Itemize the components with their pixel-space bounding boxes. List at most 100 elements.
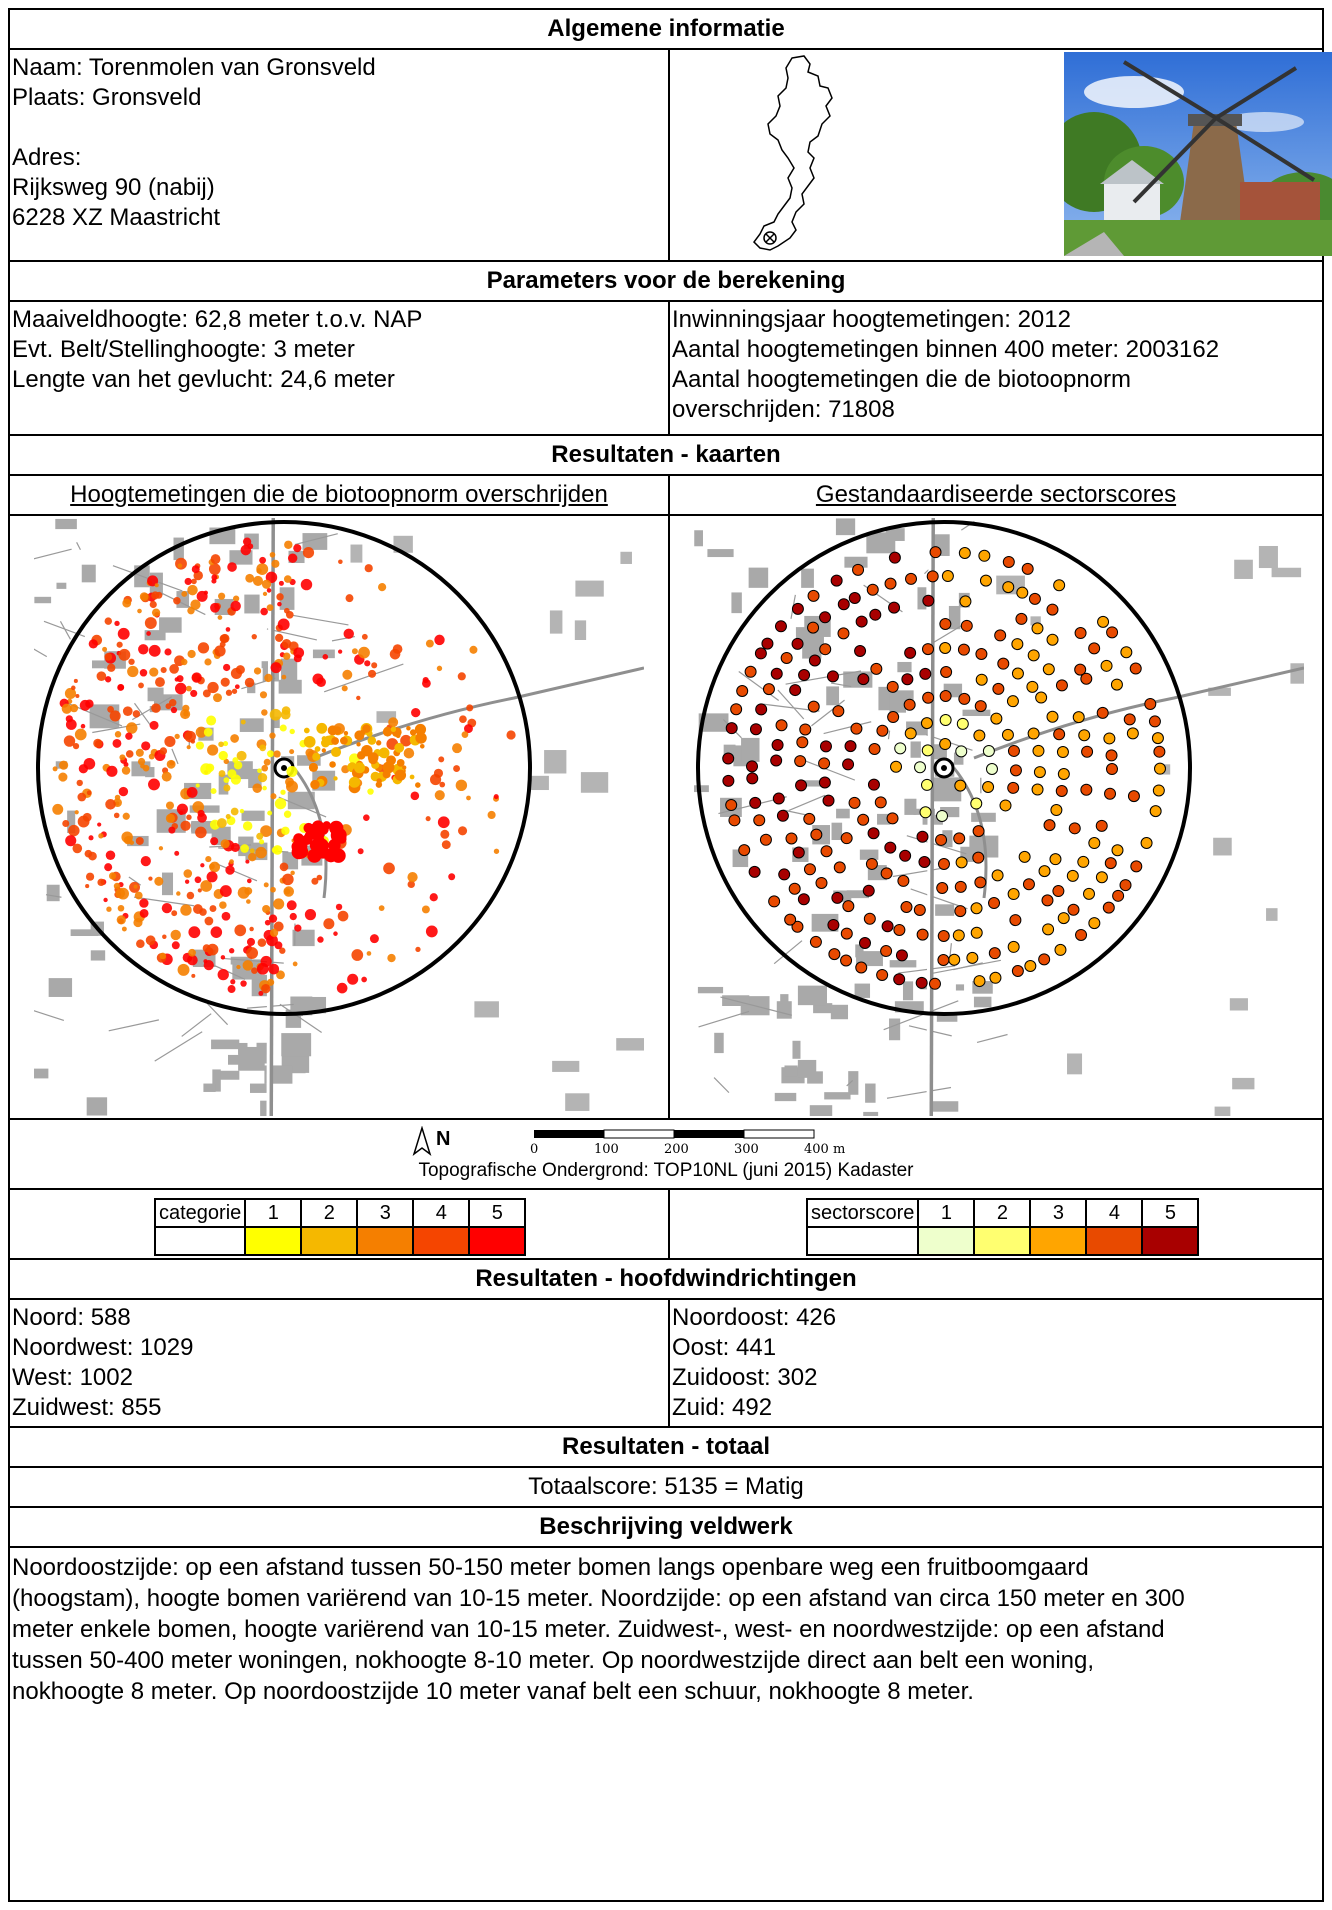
exceedance-point — [506, 730, 516, 740]
sector-score-point — [770, 667, 783, 680]
sector-score-point — [780, 651, 793, 664]
street-line — [898, 965, 956, 974]
exceedance-point — [430, 774, 442, 786]
sector-score-point — [1024, 959, 1037, 972]
exceedance-point — [383, 862, 395, 875]
sector-score-point — [997, 657, 1010, 670]
exceedance-point — [209, 861, 221, 873]
sector-score-point — [818, 776, 831, 789]
map-scale-row: N 0 100 200 300 400 m Topografische Onde… — [10, 1120, 1322, 1190]
building-block — [910, 741, 921, 758]
street-line — [212, 964, 246, 980]
exceedance-point — [210, 554, 221, 565]
exceedance-point — [227, 562, 237, 572]
building-block — [212, 1069, 221, 1092]
param-count: Aantal hoogtemetingen binnen 400 meter: … — [672, 336, 1220, 363]
building-block — [241, 810, 265, 821]
sector-score-point — [953, 832, 966, 845]
building-block — [797, 985, 827, 1006]
exceedance-point — [141, 741, 151, 751]
exceedance-point — [134, 891, 143, 900]
exceedance-point — [181, 590, 188, 597]
street-line — [279, 1003, 322, 1033]
sector-score-point — [952, 929, 965, 942]
sector-score-point — [722, 774, 735, 787]
building-block — [580, 772, 609, 793]
exceedance-point — [162, 934, 167, 939]
exceedance-point — [422, 678, 431, 688]
exceedance-point — [266, 934, 278, 947]
exceedance-point — [323, 918, 335, 930]
buffer-circle — [696, 520, 1192, 1016]
building-block — [299, 936, 312, 945]
street-line — [811, 699, 845, 727]
exceedance-point — [256, 832, 264, 840]
exceedance-point — [122, 598, 132, 608]
exceedance-point — [218, 750, 228, 761]
exceedance-point — [161, 771, 172, 782]
buffer-circle — [36, 520, 532, 1016]
exceedance-point — [107, 663, 116, 672]
exceedance-point — [114, 620, 120, 627]
building-block — [731, 592, 742, 614]
exceedance-point — [333, 931, 338, 936]
exceedance-point — [72, 843, 83, 854]
sector-score-point — [1053, 728, 1066, 741]
building-block — [281, 1033, 312, 1057]
exceedance-point — [251, 634, 257, 640]
exceedance-point — [135, 836, 144, 845]
legend-categories: categorie 1 2 3 4 5 — [153, 1198, 527, 1256]
sector-score-point — [1046, 603, 1059, 616]
sector-score-point — [937, 953, 950, 966]
sector-score-point — [880, 945, 893, 958]
sector-score-point — [916, 928, 929, 941]
sector-score-point — [1148, 715, 1161, 728]
exceedance-point — [209, 905, 217, 912]
exceedance-point — [367, 788, 374, 795]
street-line — [906, 835, 967, 855]
exceedance-point — [312, 673, 324, 685]
building-block — [694, 785, 709, 793]
exceedance-point — [300, 578, 313, 591]
exceedance-point — [197, 642, 210, 654]
sector-score-point — [807, 621, 820, 634]
sector-score-point — [820, 845, 833, 858]
exceedance-point — [85, 884, 90, 889]
exceedance-point — [218, 741, 224, 748]
exceedance-point — [239, 808, 245, 814]
exceedance-point — [116, 641, 123, 648]
sector-score-point — [858, 936, 871, 949]
legend-row: categorie 1 2 3 4 5 sectorscore 1 2 — [10, 1190, 1322, 1260]
exceedance-point — [257, 768, 262, 774]
general-info-row: Naam: Torenmolen van Gronsveld Plaats: G… — [10, 50, 1332, 262]
sector-score-point — [1072, 711, 1085, 724]
exceedance-point — [190, 689, 198, 697]
exceedance-point — [317, 936, 324, 943]
sector-score-point — [1111, 844, 1124, 857]
exceedance-point — [403, 747, 415, 759]
street-line — [713, 1077, 730, 1094]
building-block — [260, 1100, 272, 1116]
exceedance-point — [218, 770, 226, 777]
exceedance-point — [135, 748, 144, 757]
exceedance-point — [293, 647, 305, 659]
exceedance-point — [236, 750, 247, 761]
sector-score-point — [1075, 928, 1088, 941]
building-block — [836, 808, 850, 819]
sector-score-point — [738, 844, 751, 857]
sector-score-point — [1105, 749, 1118, 762]
sector-score-point — [808, 654, 821, 667]
sector-score-point — [1031, 783, 1044, 796]
exceedance-point — [230, 807, 239, 816]
exceedance-point — [289, 728, 295, 735]
sector-score-point — [1001, 728, 1014, 741]
building-block — [885, 528, 905, 541]
building-block — [228, 1054, 240, 1065]
street-line — [846, 1080, 854, 1087]
exceedance-point — [366, 951, 372, 956]
exceedance-point — [137, 608, 142, 614]
exceedance-point — [127, 665, 139, 678]
sector-score-point — [774, 620, 787, 633]
exceedance-point — [132, 710, 141, 718]
building-block — [714, 1032, 724, 1054]
